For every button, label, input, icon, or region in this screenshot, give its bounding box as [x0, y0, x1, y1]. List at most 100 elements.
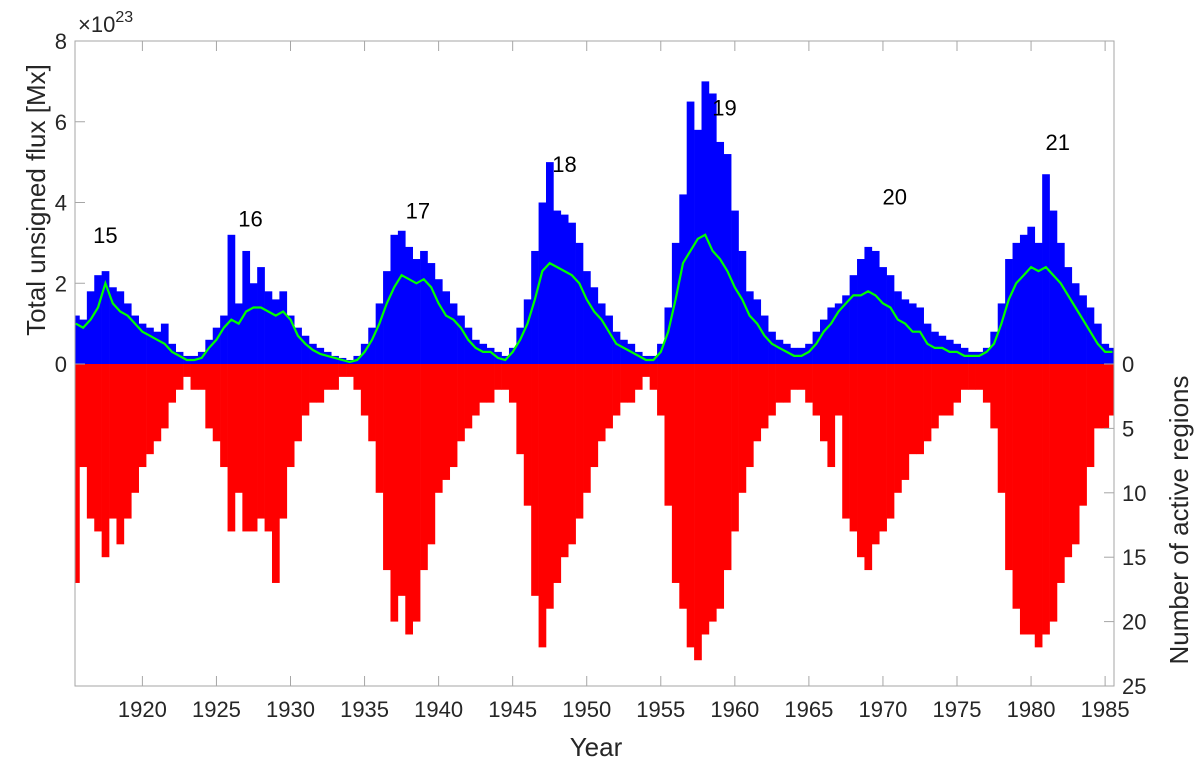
active-region-bar: [420, 364, 428, 571]
x-tick-label: 1970: [858, 697, 907, 722]
active-region-bar: [657, 364, 665, 416]
right-y-axis-label: Number of active regions: [1164, 375, 1194, 664]
active-region-bar: [723, 364, 732, 571]
active-region-bar: [745, 364, 754, 468]
flux-bar: [575, 242, 584, 364]
active-region-bar: [531, 364, 539, 596]
flux-bar: [982, 347, 991, 364]
active-region-bar: [86, 364, 95, 519]
flux-bar: [842, 295, 850, 364]
flux-bar: [708, 93, 717, 365]
active-region-bar: [760, 364, 769, 429]
active-region-bar: [679, 364, 687, 609]
flux-bar: [1108, 347, 1115, 364]
active-region-bar: [538, 364, 547, 648]
active-region-bar: [153, 364, 162, 442]
active-region-bar: [990, 364, 999, 429]
x-tick-label: 1980: [1007, 697, 1056, 722]
active-region-bar: [1019, 364, 1028, 635]
flux-bar: [657, 343, 665, 364]
x-tick-label: 1945: [488, 697, 537, 722]
flux-bar: [634, 351, 643, 364]
active-region-bar: [197, 364, 206, 390]
active-region-bar: [286, 364, 295, 468]
flux-bar: [94, 275, 102, 364]
active-region-bar: [894, 364, 902, 493]
active-region-bar: [805, 364, 813, 403]
flux-bar: [871, 250, 880, 364]
active-region-bar: [383, 364, 391, 571]
flux-bar: [116, 291, 125, 364]
flux-bar: [1086, 307, 1095, 364]
flux-bar: [471, 339, 480, 364]
bars-layer: [75, 81, 1115, 661]
active-region-bar: [360, 364, 369, 416]
active-region-bar: [190, 364, 199, 390]
active-region-bar: [671, 364, 680, 583]
active-region-bar: [975, 364, 984, 390]
flux-bar: [538, 202, 547, 364]
active-region-bar: [553, 364, 562, 583]
flux-bar: [360, 343, 369, 364]
flux-bar: [1071, 283, 1080, 364]
active-region-bar: [234, 364, 243, 493]
flux-bar: [1056, 242, 1065, 364]
active-region-bar: [583, 364, 591, 493]
active-region-bar: [753, 364, 762, 442]
active-region-bar: [1027, 364, 1036, 635]
active-region-bar: [116, 364, 125, 545]
active-region-bar: [375, 364, 384, 493]
x-tick-label: 1950: [562, 697, 611, 722]
active-region-bar: [508, 364, 517, 403]
active-region-bar: [175, 364, 184, 390]
active-region-bar: [834, 364, 843, 416]
flux-bar: [138, 323, 147, 364]
active-region-bar: [397, 364, 406, 596]
active-region-bar: [612, 364, 621, 416]
flux-bar: [420, 250, 428, 364]
flux-bar: [205, 339, 214, 364]
cycle-number-label: 20: [883, 185, 907, 210]
flux-bar: [101, 271, 110, 364]
active-region-bar: [923, 364, 932, 442]
flux-bar: [412, 259, 421, 364]
left-y-axis-label: Total unsigned flux [Mx]: [21, 64, 51, 336]
flux-bar: [864, 246, 873, 364]
active-region-bar: [523, 364, 532, 506]
active-region-bar: [960, 364, 969, 390]
flux-bar: [234, 303, 243, 364]
active-region-bar: [434, 364, 443, 493]
line-layer: [75, 233, 1113, 364]
smoothed-flux-line: [75, 233, 1113, 364]
flux-bar: [679, 194, 687, 364]
active-region-bar: [819, 364, 828, 442]
active-region-bar: [945, 364, 954, 416]
flux-bar: [316, 347, 325, 364]
active-region-bar: [605, 364, 613, 429]
active-region-bar: [590, 364, 599, 468]
flux-bar: [716, 141, 725, 364]
flux-bar: [109, 287, 117, 364]
active-region-bar: [842, 364, 850, 519]
active-region-bar: [516, 364, 525, 455]
flux-bar: [479, 343, 488, 364]
active-region-bar: [627, 364, 636, 403]
x-tick-label: 1960: [710, 697, 759, 722]
flux-bar: [457, 315, 465, 364]
flux-bar: [227, 234, 236, 364]
flux-bar: [990, 331, 999, 364]
active-region-bar: [901, 364, 910, 480]
flux-bar: [975, 351, 984, 364]
flux-bar: [442, 291, 451, 364]
active-region-bar: [997, 364, 1006, 493]
active-region-bar: [694, 364, 702, 661]
active-region-bar: [1108, 364, 1115, 416]
flux-bar: [908, 303, 917, 364]
left-y-tick-label: 2: [55, 271, 67, 296]
flux-bar: [812, 331, 821, 364]
flux-bar: [553, 210, 562, 364]
flux-bar: [894, 291, 902, 364]
x-tick-label: 1920: [118, 697, 167, 722]
flux-bar: [827, 307, 836, 364]
active-region-bar: [797, 364, 806, 390]
